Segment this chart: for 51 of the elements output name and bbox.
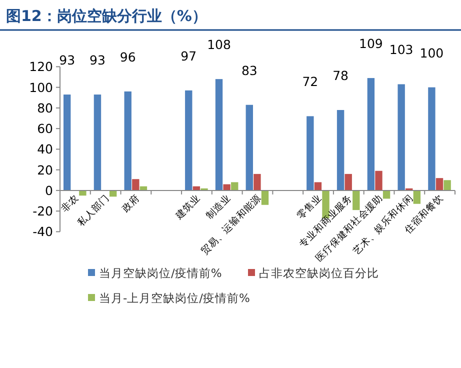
bar (352, 190, 360, 210)
data-label: 103 (389, 42, 414, 58)
x-tick-label: 建筑业 (172, 192, 203, 222)
y-tick-label: 0 (45, 182, 54, 198)
y-tick-label: -20 (32, 204, 54, 219)
y-tick-label: 100 (29, 80, 54, 95)
bar (63, 94, 71, 190)
bar (254, 174, 261, 190)
data-label: 100 (420, 45, 444, 60)
bar (398, 84, 405, 190)
legend-label: 当月-上月空缺岗位/疫情前% (99, 291, 250, 305)
bar (231, 182, 238, 190)
bar (132, 179, 140, 190)
bar (336, 110, 344, 190)
legend-label: 当月空缺岗位/疫情前% (99, 266, 222, 280)
bar (436, 178, 444, 190)
bar (428, 87, 436, 190)
data-label: 96 (120, 49, 136, 64)
y-tick-label: 60 (37, 121, 54, 136)
bar (444, 180, 451, 190)
y-tick-label: 40 (37, 142, 54, 157)
data-label: 93 (90, 52, 106, 68)
data-label: 97 (180, 48, 197, 64)
bar (215, 79, 223, 190)
y-tick-label: 20 (37, 162, 54, 178)
bar (223, 184, 230, 190)
data-label: 83 (241, 62, 258, 78)
data-label: 78 (332, 68, 349, 84)
data-label: 93 (59, 52, 76, 68)
bar (79, 190, 86, 196)
bar (367, 78, 375, 190)
bar (94, 94, 102, 190)
x-tick-label: 非农 (58, 192, 82, 215)
data-label: 72 (302, 74, 318, 90)
bar (344, 174, 352, 190)
bar (306, 116, 314, 190)
y-tick-label: 120 (29, 59, 54, 74)
bar (124, 91, 132, 190)
legend-label: 占非农空缺岗位百分比 (259, 266, 379, 280)
bar (246, 104, 253, 190)
bar (314, 182, 322, 190)
x-tick-label: 政府 (119, 192, 142, 215)
bar (261, 190, 269, 205)
data-label: 108 (207, 37, 231, 52)
chart-title: 图12：岗位空缺分行业（%） (6, 7, 207, 25)
data-label: 109 (359, 36, 383, 52)
bar (185, 90, 192, 190)
y-tick-label: -40 (32, 224, 54, 240)
bar (413, 190, 421, 204)
bar (375, 170, 382, 190)
y-tick-label: 80 (37, 100, 54, 116)
